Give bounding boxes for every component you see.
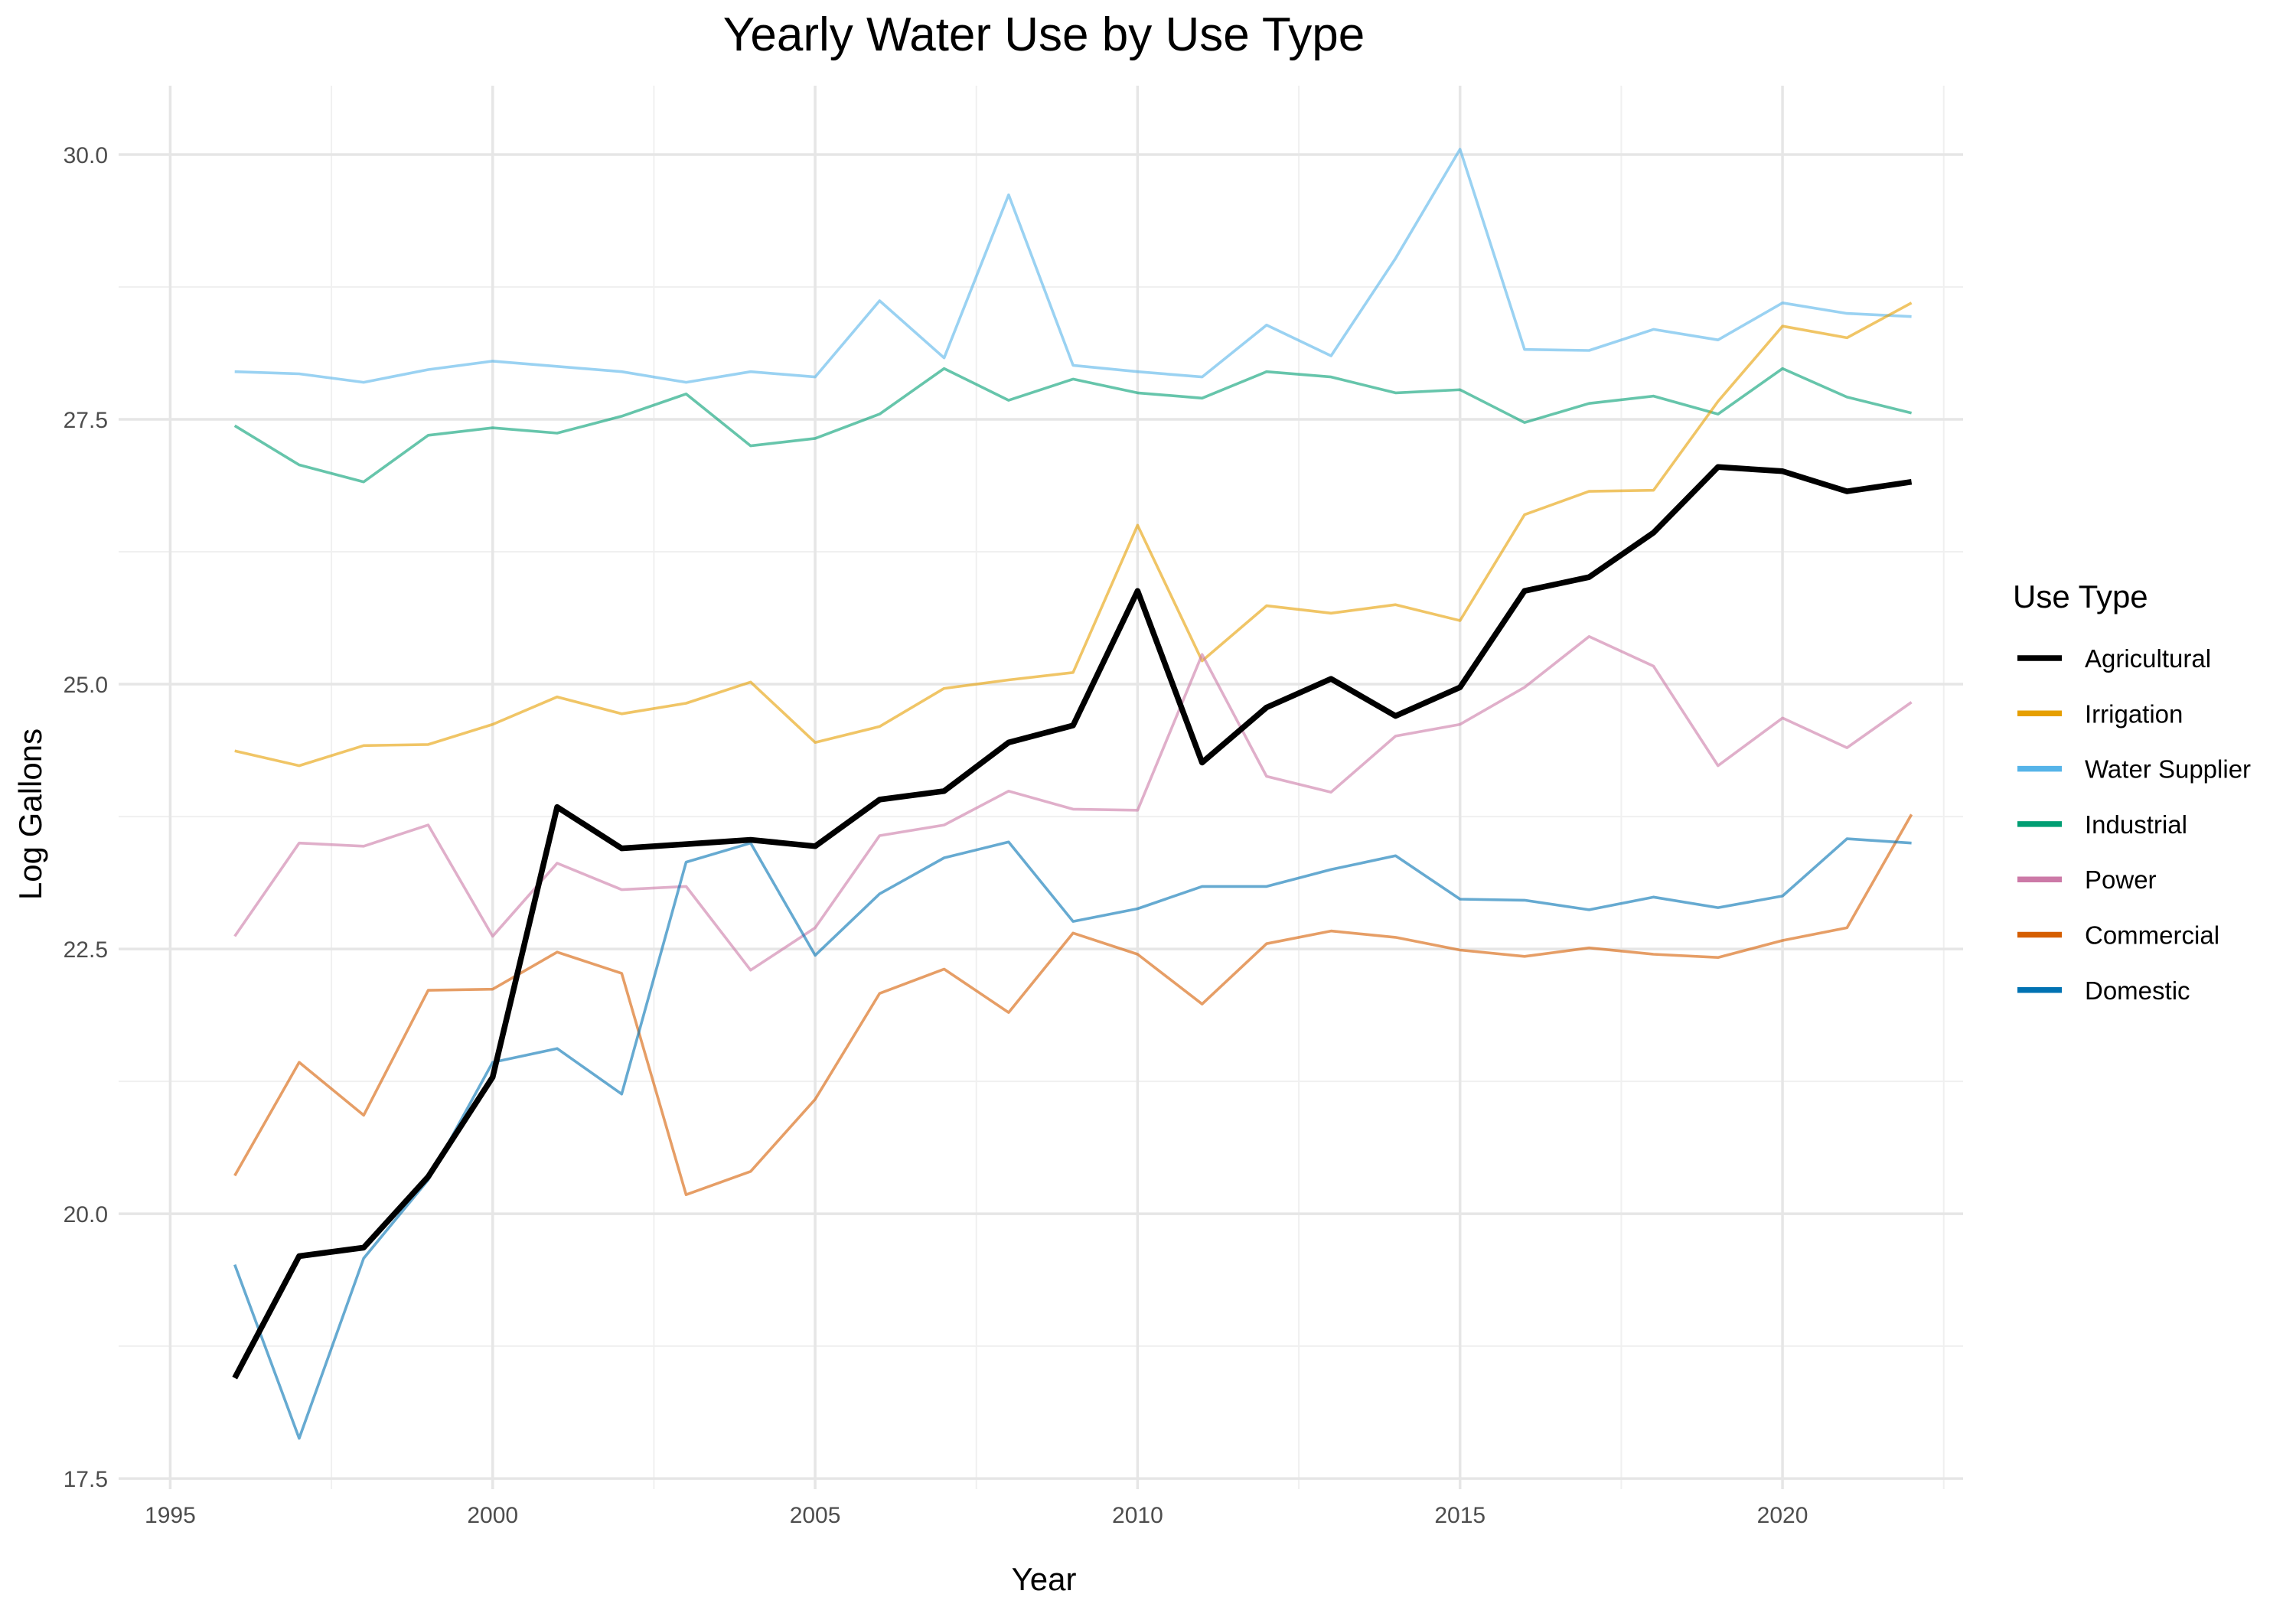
legend-title: Use Type — [2013, 579, 2148, 614]
y-tick-label: 20.0 — [64, 1202, 108, 1227]
y-axis-tick-labels: 17.5 20.0 22.5 25.0 27.5 30.0 — [64, 143, 108, 1492]
legend-label-water-supplier: Water Supplier — [2085, 755, 2251, 784]
series-line-water-supplier — [234, 148, 1912, 384]
x-tick-label: 2020 — [1757, 1503, 1808, 1528]
x-tick-label: 2000 — [467, 1503, 518, 1528]
y-tick-label: 30.0 — [64, 143, 108, 168]
legend-label-domestic: Domestic — [2085, 976, 2190, 1005]
x-axis-tick-labels: 1995 2000 2005 2010 2015 2020 — [145, 1503, 1808, 1528]
legend: Use Type Agricultural Irrigation Water Sup… — [2013, 579, 2251, 1005]
legend-label-commercial: Commercial — [2085, 921, 2219, 950]
x-tick-label: 2005 — [790, 1503, 841, 1528]
series-line-power — [233, 634, 1913, 972]
legend-label-power: Power — [2085, 865, 2157, 894]
y-tick-label: 17.5 — [64, 1467, 108, 1492]
series-lines — [232, 148, 1913, 1440]
chart-title: Yearly Water Use by Use Type — [723, 8, 1365, 61]
y-axis-title: Log Gallons — [12, 729, 48, 900]
series-line-agricultural — [232, 464, 1913, 1380]
series-line-irrigation — [234, 302, 1913, 768]
x-tick-label: 2015 — [1434, 1503, 1486, 1528]
legend-label-industrial: Industrial — [2085, 810, 2187, 839]
legend-items: Agricultural Irrigation Water Supplier Indu… — [2017, 644, 2251, 1005]
x-axis-title: Year — [1012, 1561, 1077, 1597]
legend-label-irrigation: Irrigation — [2085, 699, 2183, 728]
y-tick-label: 25.0 — [64, 673, 108, 698]
legend-label-agricultural: Agricultural — [2085, 644, 2211, 673]
y-tick-label: 27.5 — [64, 408, 108, 433]
minor-gridlines — [119, 86, 1963, 1489]
x-tick-label: 1995 — [145, 1503, 196, 1528]
series-line-industrial — [233, 367, 1913, 484]
x-tick-label: 2010 — [1112, 1503, 1163, 1528]
major-gridlines — [119, 86, 1963, 1489]
series-line-domestic — [233, 837, 1912, 1440]
y-tick-label: 22.5 — [64, 937, 108, 963]
